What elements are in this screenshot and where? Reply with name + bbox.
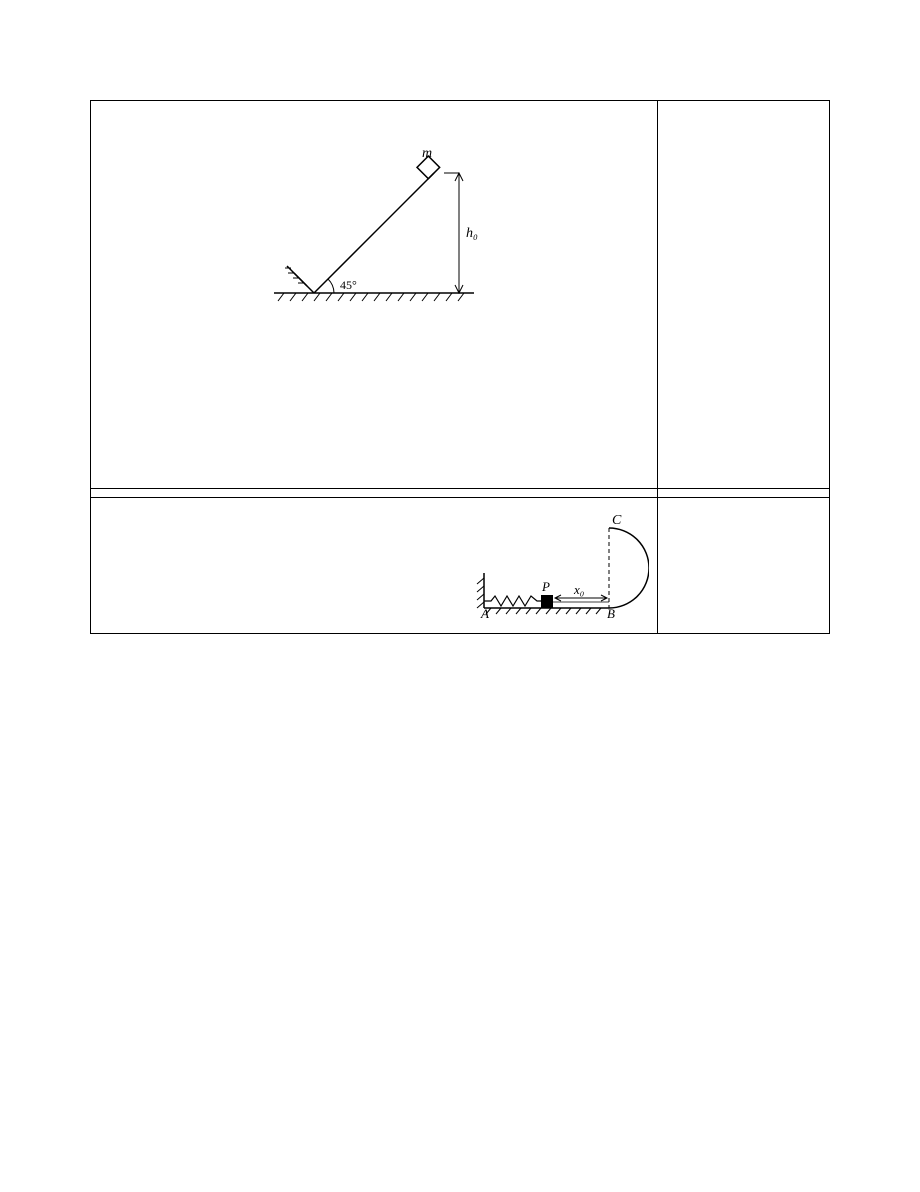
diagram2-x0-label: x₀ — [573, 582, 584, 597]
diagram1-angle-label: 45° — [340, 278, 357, 292]
table-row — [91, 489, 830, 498]
layout-table: 45° — [90, 100, 830, 634]
cell-notes-3 — [658, 498, 830, 634]
diagram1-m-label: m — [422, 146, 432, 161]
diagram2-C-label: C — [612, 513, 622, 528]
cell-heading — [91, 489, 658, 498]
diagram2-P-label: P — [541, 579, 550, 594]
diagram2-svg: P x₀ A B — [469, 502, 649, 618]
diagram1-h0-label: h₀ — [466, 226, 478, 241]
cell-notes-2 — [658, 489, 830, 498]
page: 45° — [0, 0, 920, 1192]
diagram2-wrap: P x₀ A B — [469, 502, 649, 629]
diagram1-svg: 45° — [244, 133, 504, 313]
cell-notes-1 — [658, 101, 830, 489]
cell-problem-1: 45° — [91, 101, 658, 489]
table-row: P x₀ A B — [91, 498, 830, 634]
diagram1-wrap: 45° — [99, 133, 649, 324]
diagram2-A-label: A — [480, 606, 489, 618]
cell-problem-2: P x₀ A B — [91, 498, 658, 634]
table-row: 45° — [91, 101, 830, 489]
